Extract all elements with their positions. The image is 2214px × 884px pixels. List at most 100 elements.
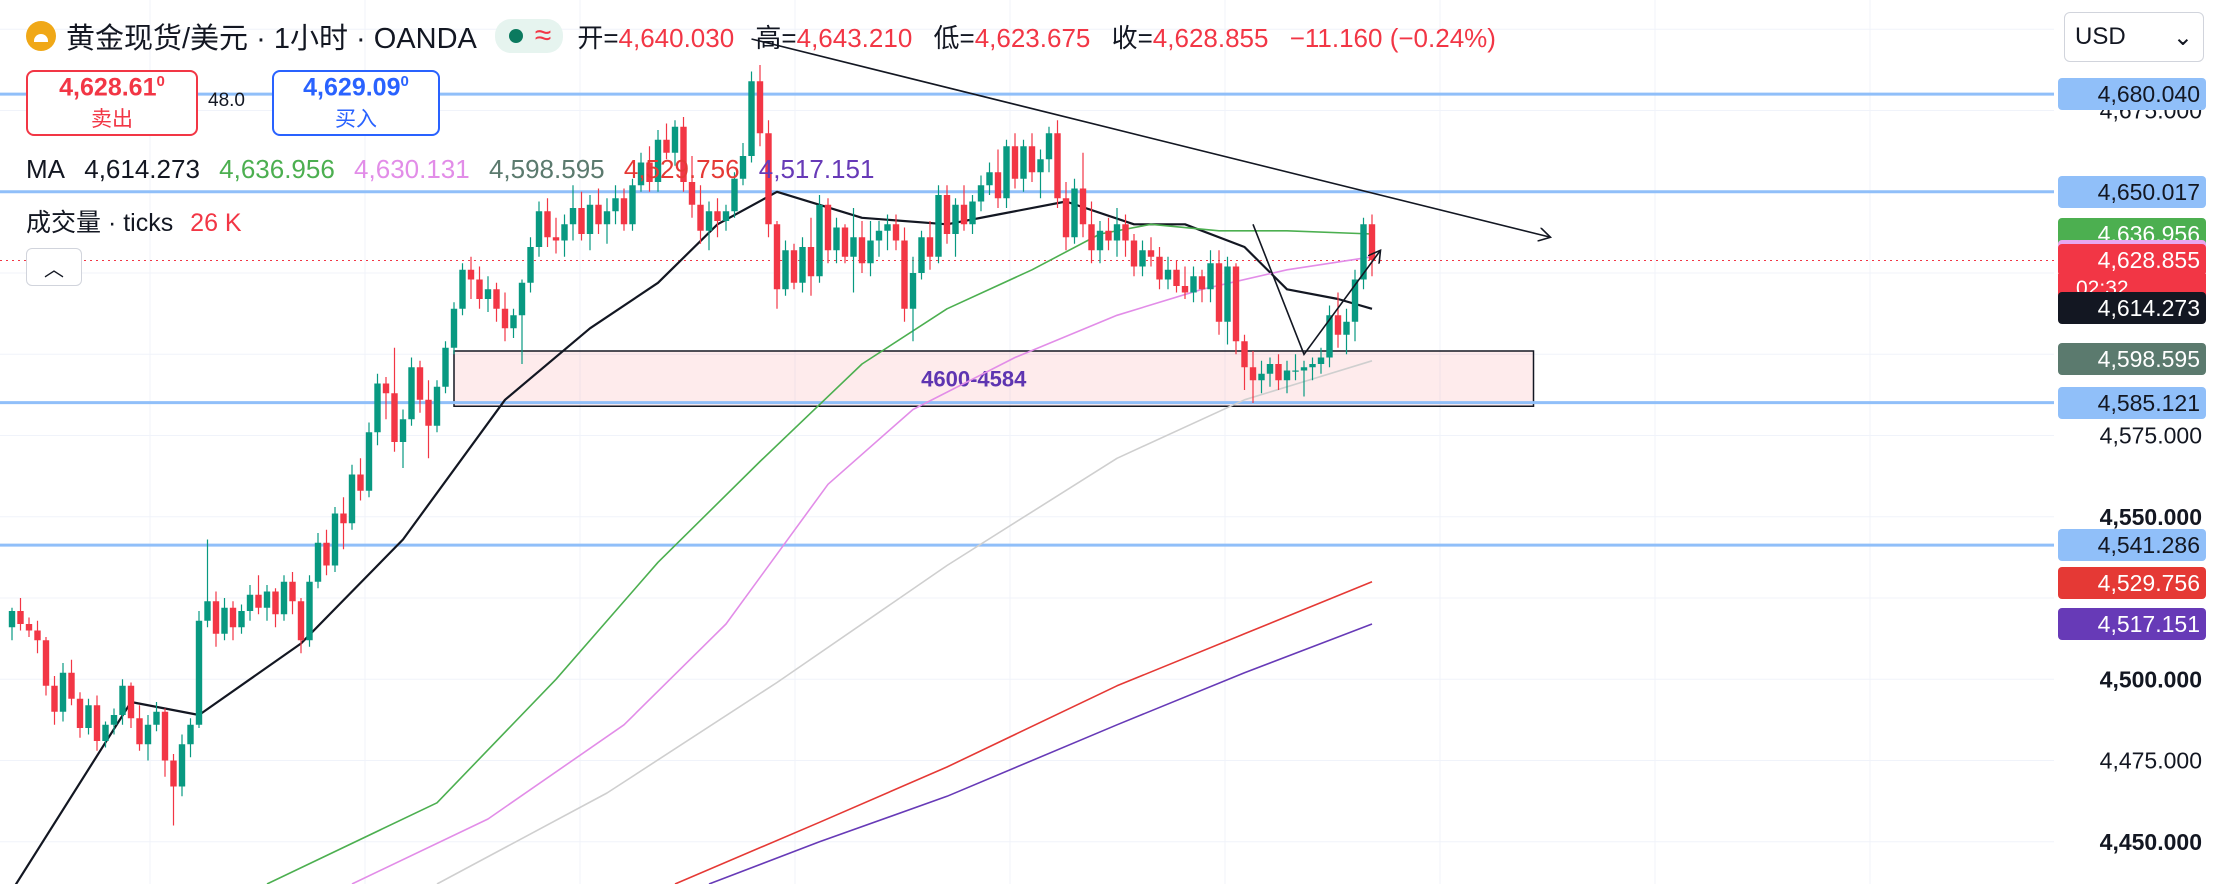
candle-body bbox=[212, 601, 220, 634]
candle bbox=[1198, 269, 1206, 303]
candle-body bbox=[994, 172, 1002, 199]
candle bbox=[221, 598, 228, 641]
currency-value: USD bbox=[2075, 23, 2126, 50]
candle bbox=[493, 282, 500, 322]
candle bbox=[824, 198, 832, 264]
candle bbox=[323, 529, 330, 576]
volume-legend[interactable]: 成交量 · ticks 26 K bbox=[26, 203, 242, 239]
candle bbox=[348, 464, 356, 530]
candle-body bbox=[510, 315, 517, 329]
candle-body bbox=[59, 672, 67, 712]
candle bbox=[527, 237, 534, 293]
candle bbox=[119, 679, 126, 725]
market-status-pill[interactable]: ≈ bbox=[494, 19, 564, 53]
candle-body bbox=[501, 308, 509, 329]
candle-body bbox=[620, 198, 628, 225]
support-zone: 4600-4584 bbox=[453, 350, 1535, 407]
symbol-title[interactable]: 黄金现货/美元 · 1小时 · OANDA bbox=[66, 23, 477, 55]
candle bbox=[297, 598, 305, 654]
candle-body bbox=[467, 269, 475, 280]
candle bbox=[306, 575, 313, 647]
candle bbox=[1164, 256, 1172, 290]
candle bbox=[1113, 208, 1121, 257]
candle bbox=[637, 152, 645, 192]
candle bbox=[892, 214, 900, 251]
candle bbox=[909, 256, 917, 342]
candle-body bbox=[952, 204, 959, 234]
candle-body bbox=[204, 601, 211, 621]
candle bbox=[110, 708, 118, 735]
gold-logo-icon bbox=[26, 21, 56, 51]
ma-legend[interactable]: MA 4,614.273 4,636.956 4,630.131 4,598.5… bbox=[26, 154, 886, 185]
candle-body bbox=[799, 247, 806, 283]
candle bbox=[1028, 133, 1036, 182]
candle-body bbox=[1283, 370, 1291, 381]
candle bbox=[986, 162, 993, 195]
candle-body bbox=[714, 211, 721, 221]
buy-button[interactable]: 4,629.090 买入 bbox=[272, 70, 440, 136]
candle-body bbox=[408, 367, 415, 420]
candle-body bbox=[25, 624, 33, 631]
candle bbox=[994, 149, 1002, 208]
candle bbox=[663, 123, 670, 160]
candle-body bbox=[170, 760, 177, 787]
chevron-up-icon: ︿ bbox=[44, 258, 64, 281]
candle-body bbox=[1232, 266, 1240, 342]
candle bbox=[153, 702, 160, 732]
candle bbox=[1130, 234, 1138, 277]
sell-price-pip: 0 bbox=[156, 73, 165, 91]
candle-body bbox=[221, 607, 228, 634]
candle bbox=[510, 308, 517, 338]
candle bbox=[1241, 334, 1248, 390]
sell-button[interactable]: 4,628.610 卖出 bbox=[26, 70, 198, 136]
candle-body bbox=[586, 204, 594, 234]
candle-body bbox=[93, 705, 101, 741]
candle bbox=[680, 117, 687, 192]
candle bbox=[816, 195, 823, 283]
price-axis[interactable]: 4,700.0004,675.0004,575.0004,550.0004,50… bbox=[2100, 16, 2202, 855]
candle-body bbox=[357, 474, 364, 491]
candle-body bbox=[1317, 357, 1325, 364]
price-tick-label: 4,450.000 bbox=[2100, 829, 2202, 855]
price-tick-label: 4,475.000 bbox=[2100, 748, 2202, 774]
sell-price: 4,628.61 bbox=[59, 73, 157, 102]
candle-body bbox=[824, 204, 832, 251]
candle bbox=[484, 276, 492, 312]
candle bbox=[705, 201, 713, 251]
candle bbox=[943, 185, 951, 244]
candle-body bbox=[1139, 250, 1146, 267]
candle-body bbox=[484, 289, 492, 299]
candle-body bbox=[1079, 188, 1087, 225]
currency-select[interactable]: USD ⌄ bbox=[2064, 12, 2204, 62]
candle bbox=[561, 214, 568, 257]
candle bbox=[255, 575, 262, 615]
candle-body bbox=[1173, 269, 1180, 286]
candle-body bbox=[561, 224, 568, 241]
candle-body bbox=[884, 224, 891, 231]
candle bbox=[212, 591, 220, 647]
collapse-legend-button[interactable]: ︿ bbox=[26, 248, 82, 286]
candle bbox=[1275, 354, 1282, 390]
candle-body bbox=[1156, 256, 1163, 280]
candle bbox=[425, 380, 432, 459]
ma-value-5: 4,529.756 bbox=[623, 154, 740, 184]
candle-body bbox=[178, 744, 186, 787]
candle bbox=[1156, 247, 1163, 290]
candle bbox=[833, 217, 840, 264]
candle-body bbox=[8, 611, 16, 628]
candle-body bbox=[297, 601, 305, 641]
candle bbox=[578, 191, 585, 241]
candle-body bbox=[1003, 146, 1010, 199]
candle bbox=[884, 214, 891, 251]
candle-body bbox=[42, 640, 50, 686]
ma-value-1: 4,614.273 bbox=[84, 154, 200, 184]
candle-body bbox=[1088, 224, 1095, 251]
candle bbox=[408, 357, 415, 426]
candle-body bbox=[790, 250, 798, 283]
candle-body bbox=[459, 269, 466, 309]
candle-body bbox=[756, 81, 764, 134]
candle-body bbox=[705, 211, 713, 231]
candle-body bbox=[1037, 159, 1044, 173]
candle bbox=[144, 715, 152, 761]
